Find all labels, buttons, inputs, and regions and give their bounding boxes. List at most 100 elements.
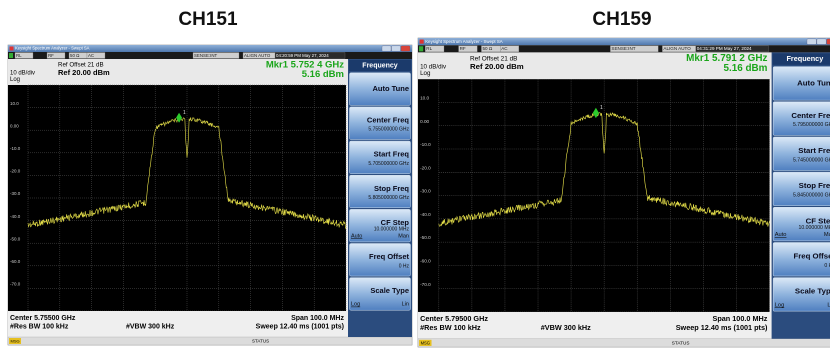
menu-label: Start Freq	[798, 146, 830, 155]
menu-label: CF Step	[381, 218, 410, 227]
menu-button[interactable]	[772, 101, 830, 136]
menu-label: Freq Offset	[793, 251, 830, 260]
status-item: SENSE:INT	[611, 46, 635, 51]
status-item: AC	[501, 46, 508, 51]
menu-title: Frequency	[786, 54, 823, 63]
menu-button[interactable]	[772, 207, 830, 242]
menu-value: 5.745000000 GHz	[793, 157, 830, 163]
scale-per-div: 10 dB/div	[10, 71, 35, 77]
status-cell	[86, 52, 106, 59]
menu-option-left: Log	[351, 302, 360, 308]
menu-value: 10.000000 MHz	[374, 226, 410, 232]
window-max-button[interactable]	[816, 38, 827, 45]
y-axis-label: 10.0	[420, 96, 429, 101]
panel-title: CH159	[592, 9, 651, 30]
marker-level: 5.16 dBm	[724, 63, 768, 74]
y-axis-label: -60.0	[10, 259, 21, 264]
menu-button[interactable]	[772, 242, 830, 277]
menu-option-left: Auto	[775, 232, 787, 238]
marker-diamond	[592, 107, 600, 119]
ref-level: Ref 20.00 dBm	[58, 68, 110, 77]
menu-label: Auto Tune	[372, 84, 409, 93]
status-cell	[46, 52, 66, 59]
y-axis-label: 0.00	[10, 123, 19, 128]
status-cell	[14, 52, 34, 59]
menu-title-bar	[349, 60, 411, 71]
menu-title-bar	[772, 53, 830, 65]
y-axis-label: -20.0	[420, 165, 431, 170]
status-cell	[425, 45, 445, 53]
ref-offset: Ref Offset 21 dB	[470, 55, 517, 62]
menu-option-left: Auto	[351, 233, 362, 239]
status-cell	[695, 45, 769, 53]
window-min-button[interactable]	[806, 38, 817, 45]
marker-frequency: Mkr1 5.752 4 GHz	[266, 60, 344, 71]
y-axis-label: -50.0	[420, 235, 431, 240]
menu-button[interactable]	[772, 277, 830, 312]
spectrum-trace	[27, 117, 347, 229]
status-indicator	[9, 53, 13, 58]
window-close-button[interactable]	[826, 38, 830, 45]
panel-title: CH151	[178, 9, 238, 30]
menu-option-right: Man	[398, 233, 409, 239]
menu-button[interactable]	[349, 174, 411, 209]
message-tag	[9, 338, 21, 344]
menu-button[interactable]	[349, 72, 411, 106]
menu-button[interactable]	[349, 277, 411, 311]
ref-level: Ref 20.00 dBm	[470, 62, 524, 71]
message-label: MSG	[421, 340, 430, 345]
video-bandwidth: #VBW 300 kHz	[541, 323, 591, 332]
status-indicator	[419, 46, 424, 52]
status-label: STATUS	[252, 338, 269, 343]
menu-label: CF Step	[806, 216, 830, 225]
menu-button[interactable]	[772, 136, 830, 171]
status-cell	[458, 45, 478, 53]
menu-button[interactable]	[772, 171, 830, 206]
scale-type: Log	[10, 77, 20, 83]
sweep-time: Sweep 12.40 ms (1001 pts)	[676, 323, 768, 332]
menu-button[interactable]	[349, 209, 411, 243]
status-label: STATUS	[672, 340, 690, 345]
window-title: Keysight Spectrum Analyzer - Swept SA	[15, 46, 90, 51]
menu-label: Auto Tune	[797, 78, 830, 87]
menu-label: Center Freq	[791, 111, 830, 120]
marker-id: 1	[600, 105, 603, 111]
menu-value: 5.795000000 GHz	[793, 122, 830, 128]
menu-title: Frequency	[362, 62, 398, 69]
menu-button[interactable]	[349, 106, 411, 140]
spectrum-trace	[438, 112, 770, 227]
status-item: 50 Ω	[70, 53, 80, 58]
y-axis-label: -50.0	[10, 236, 21, 241]
status-cell	[192, 52, 240, 59]
menu-label: Start Freq	[374, 150, 410, 159]
menu-button[interactable]	[349, 140, 411, 174]
y-axis-label: -20.0	[10, 169, 21, 174]
menu-button[interactable]	[772, 66, 830, 101]
y-axis-label: -10.0	[10, 146, 21, 151]
y-axis-label: 0.00	[420, 119, 429, 124]
center-frequency: Center 5.79500 GHz	[420, 314, 488, 323]
menu-value: 5.845000000 GHz	[793, 193, 830, 199]
menu-option-right: Man	[824, 232, 830, 238]
footer-area	[8, 311, 348, 337]
menu-label: Center Freq	[367, 115, 410, 124]
status-item: RL	[426, 46, 432, 51]
menu-option-left: Log	[775, 302, 785, 308]
message-tag	[419, 339, 432, 346]
header-area	[8, 59, 348, 85]
window-close-button[interactable]	[400, 45, 411, 52]
title-bar	[8, 45, 412, 52]
window-max-button[interactable]	[391, 45, 401, 52]
status-cell	[610, 45, 659, 53]
message-bar	[7, 336, 413, 346]
menu-button[interactable]	[349, 243, 411, 277]
menu-value: 0 Hz	[824, 263, 830, 269]
status-item: ALIGN AUTO	[244, 53, 271, 58]
analyzer-window: Keysight Spectrum Analyzer - Swept SA RL R…	[417, 37, 830, 348]
menu-label: Scale Type	[370, 286, 409, 295]
menu-value: 0 Hz	[399, 263, 410, 269]
menu-option-right: Lin	[827, 302, 830, 308]
window-min-button[interactable]	[381, 45, 392, 52]
marker-level: 5.16 dBm	[302, 69, 344, 80]
